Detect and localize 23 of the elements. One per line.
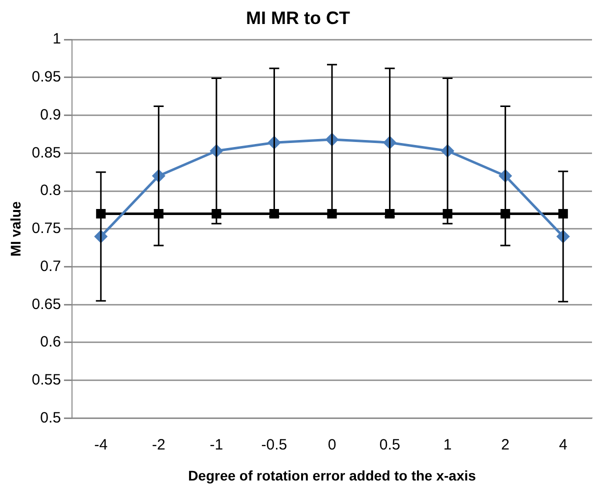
x-tick-label: -1 — [210, 436, 224, 454]
y-tick-label: 0.55 — [32, 371, 61, 388]
y-tick-label: 0.9 — [40, 106, 61, 124]
x-tick-label: 4 — [558, 436, 568, 454]
y-axis-title: MI value — [7, 201, 24, 257]
x-tick-label: -4 — [94, 436, 108, 454]
chart-title: MI MR to CT — [246, 8, 350, 28]
x-tick-label: 0 — [328, 436, 336, 454]
y-tick-label: 0.75 — [32, 220, 61, 238]
x-axis-title: Degree of rotation error added to the x-axis — [188, 467, 476, 484]
x-tick-label: -0.5 — [261, 436, 288, 454]
y-tick-label: 0.85 — [32, 144, 61, 162]
x-tick-label: 2 — [501, 436, 510, 454]
y-tick-label: 0.6 — [40, 334, 61, 351]
y-tick-label: 0.65 — [32, 296, 61, 313]
y-tick-label: 0.8 — [40, 182, 61, 200]
x-tick-label: 1 — [443, 436, 452, 454]
y-tick-label: 0.7 — [40, 258, 61, 275]
x-tick-label: 0.5 — [379, 436, 400, 454]
y-tick-label: 0.5 — [40, 409, 61, 426]
y-tick-label: 1 — [52, 30, 61, 48]
y-tick-label: 0.95 — [32, 68, 61, 86]
x-tick-label: -2 — [152, 436, 166, 454]
